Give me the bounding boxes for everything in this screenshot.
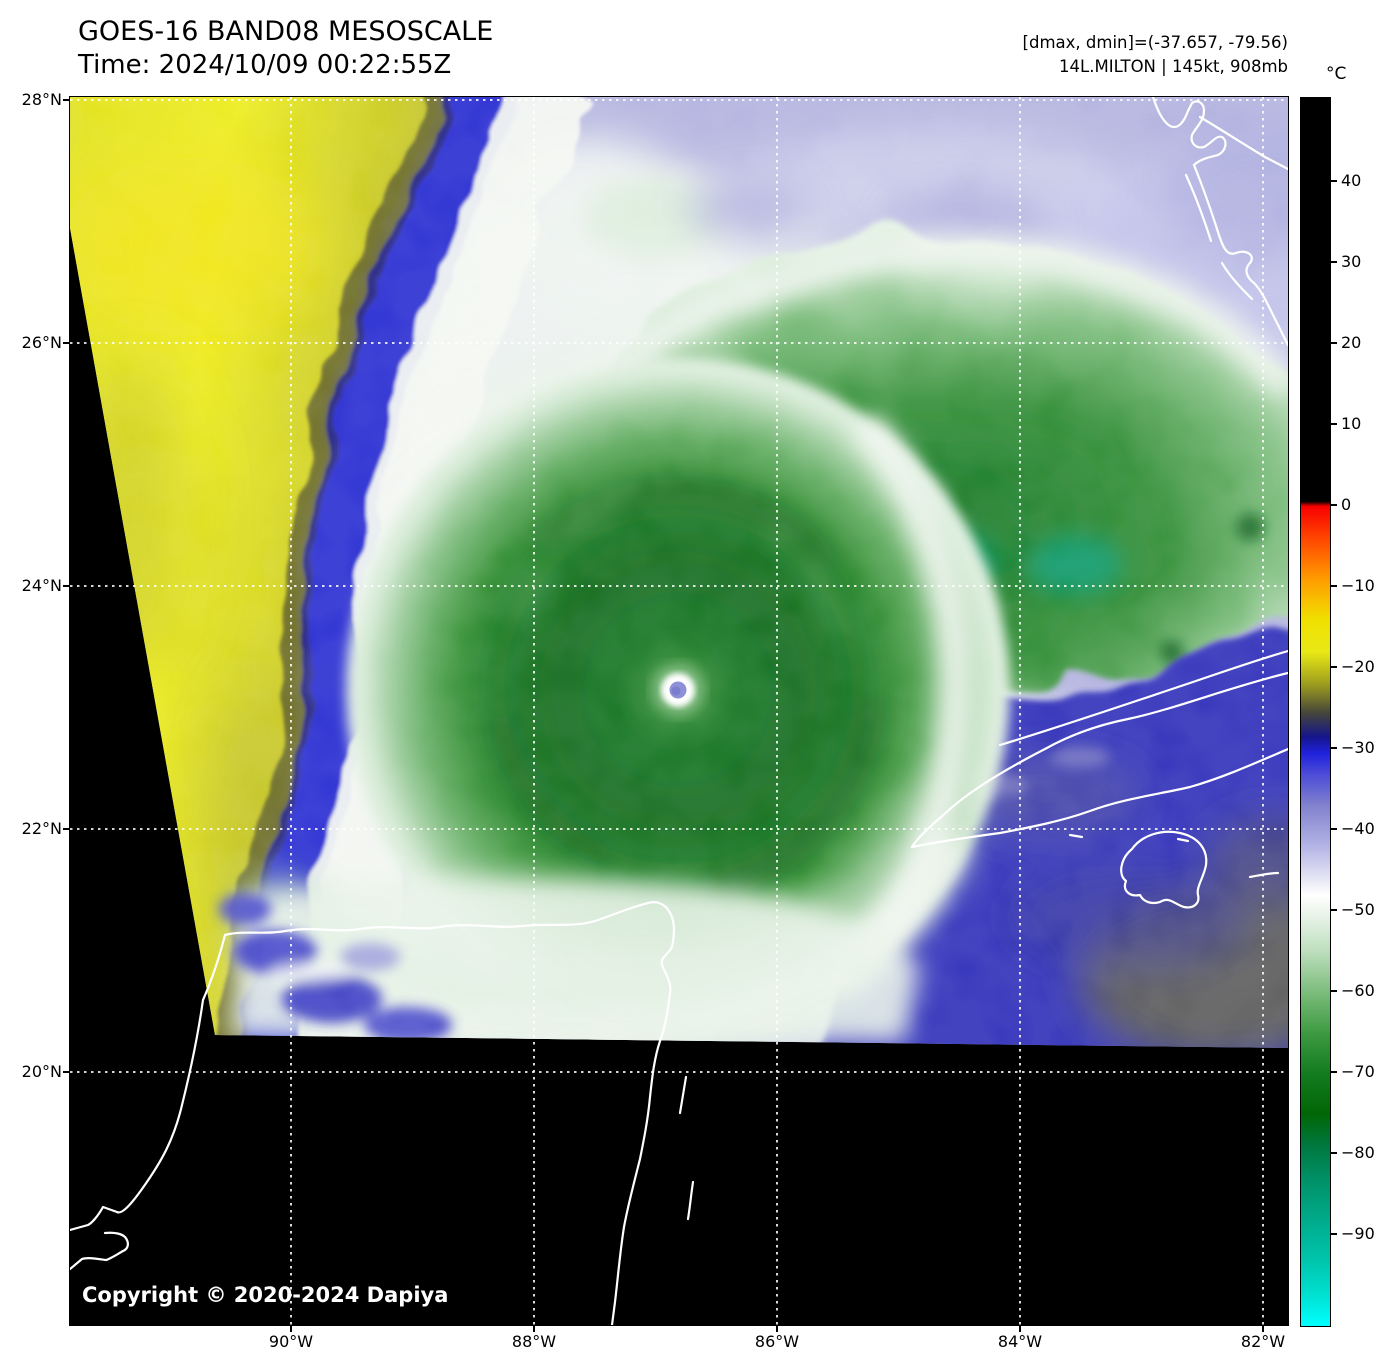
- colorbar-unit-label: °C: [1326, 64, 1346, 84]
- lon-tick-label: 90°W: [256, 1331, 326, 1353]
- colorbar-tick-mark: [1331, 828, 1337, 830]
- lat-tick-mark: [63, 99, 69, 101]
- satellite-image: Copyright © 2020-2024 Dapiya: [70, 97, 1288, 1325]
- colorbar-tick-label: −30: [1341, 737, 1375, 759]
- lon-tick-mark: [776, 1326, 778, 1332]
- lat-tick-label: 20°N: [0, 1061, 62, 1083]
- colorbar-tick-mark: [1331, 261, 1337, 263]
- lat-tick-mark: [63, 585, 69, 587]
- colorbar-tick-label: −70: [1341, 1061, 1375, 1083]
- lon-tick-mark: [290, 1326, 292, 1332]
- storm-info: 14L.MILTON | 145kt, 908mb: [1059, 57, 1288, 76]
- lon-tick-mark: [1019, 1326, 1021, 1332]
- colorbar-tick-mark: [1331, 585, 1337, 587]
- colorbar-tick-mark: [1331, 1233, 1337, 1235]
- colorbar-tick-label: 10: [1341, 413, 1361, 435]
- satellite-map: Copyright © 2020-2024 Dapiya: [70, 97, 1288, 1325]
- colorbar-tick-label: 30: [1341, 251, 1361, 273]
- lat-tick-mark: [63, 828, 69, 830]
- colorbar-tick-mark: [1331, 180, 1337, 182]
- colorbar-tick-mark: [1331, 504, 1337, 506]
- lon-tick-label: 82°W: [1228, 1331, 1298, 1353]
- colorbar-tick-label: 40: [1341, 170, 1361, 192]
- colorbar-tick-label: −40: [1341, 818, 1375, 840]
- colorbar-tick-mark: [1331, 423, 1337, 425]
- lat-tick-mark: [63, 1071, 69, 1073]
- lat-tick-label: 26°N: [0, 332, 62, 354]
- lon-tick-mark: [1262, 1326, 1264, 1332]
- lat-tick-label: 22°N: [0, 818, 62, 840]
- lon-tick-mark: [533, 1326, 535, 1332]
- colorbar-tick-label: 20: [1341, 332, 1361, 354]
- copyright: Copyright © 2020-2024 Dapiya: [82, 1283, 448, 1307]
- product-title: GOES-16 BAND08 MESOSCALE: [78, 16, 493, 47]
- colorbar-tick-label: 0: [1341, 494, 1351, 516]
- colorbar-tick-label: −10: [1341, 575, 1375, 597]
- colorbar-tick-mark: [1331, 990, 1337, 992]
- colorbar-tick-mark: [1331, 909, 1337, 911]
- lat-tick-label: 28°N: [0, 89, 62, 111]
- dmax-dmin-readout: [dmax, dmin]=(-37.657, -79.56): [1023, 33, 1288, 52]
- colorbar-tick-label: −20: [1341, 656, 1375, 678]
- colorbar-tick-mark: [1331, 747, 1337, 749]
- lon-tick-label: 84°W: [985, 1331, 1055, 1353]
- product-time: Time: 2024/10/09 00:22:55Z: [78, 50, 451, 80]
- colorbar-tick-mark: [1331, 1071, 1337, 1073]
- colorbar-tick-label: −60: [1341, 980, 1375, 1002]
- lon-tick-label: 86°W: [742, 1331, 812, 1353]
- colorbar-tick-mark: [1331, 342, 1337, 344]
- colorbar-tick-mark: [1331, 1152, 1337, 1154]
- satellite-product-page: GOES-16 BAND08 MESOSCALE Time: 2024/10/0…: [0, 0, 1390, 1363]
- colorbar-tick-label: −80: [1341, 1142, 1375, 1164]
- lat-tick-label: 24°N: [0, 575, 62, 597]
- colorbar-tick-label: −90: [1341, 1223, 1375, 1245]
- colorbar-tick-mark: [1331, 666, 1337, 668]
- lon-tick-label: 88°W: [499, 1331, 569, 1353]
- lat-tick-mark: [63, 342, 69, 344]
- colorbar: [1300, 97, 1331, 1327]
- colorbar-tick-label: −50: [1341, 899, 1375, 921]
